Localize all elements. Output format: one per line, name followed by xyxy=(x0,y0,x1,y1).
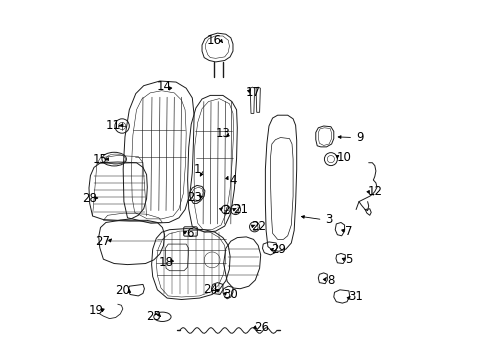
Text: 6: 6 xyxy=(185,227,193,240)
Text: 23: 23 xyxy=(187,191,202,204)
Text: 27: 27 xyxy=(95,235,110,248)
Text: 12: 12 xyxy=(366,185,382,198)
Text: 16: 16 xyxy=(206,34,221,47)
Text: 4: 4 xyxy=(229,174,236,186)
Text: 21: 21 xyxy=(232,203,247,216)
Text: 19: 19 xyxy=(88,304,103,317)
Text: 14: 14 xyxy=(157,80,172,93)
Text: 1: 1 xyxy=(194,163,201,176)
Text: 24: 24 xyxy=(203,283,218,296)
Text: 30: 30 xyxy=(223,288,238,301)
Text: 13: 13 xyxy=(215,127,230,140)
Text: 28: 28 xyxy=(82,192,97,204)
Text: 17: 17 xyxy=(245,86,261,99)
Text: 8: 8 xyxy=(326,274,334,287)
Text: 10: 10 xyxy=(336,151,350,164)
Text: 11: 11 xyxy=(105,119,121,132)
Text: 25: 25 xyxy=(146,310,161,323)
Text: 18: 18 xyxy=(158,256,173,269)
Text: 9: 9 xyxy=(355,131,363,144)
Text: 5: 5 xyxy=(345,253,352,266)
Text: 7: 7 xyxy=(345,225,352,238)
Text: 20: 20 xyxy=(115,284,130,297)
Text: 29: 29 xyxy=(271,243,286,256)
Text: 3: 3 xyxy=(325,213,332,226)
Text: 22: 22 xyxy=(251,220,266,233)
Text: 2: 2 xyxy=(222,204,229,217)
Text: 26: 26 xyxy=(254,321,269,334)
Text: 31: 31 xyxy=(348,291,363,303)
Text: 15: 15 xyxy=(92,153,107,166)
